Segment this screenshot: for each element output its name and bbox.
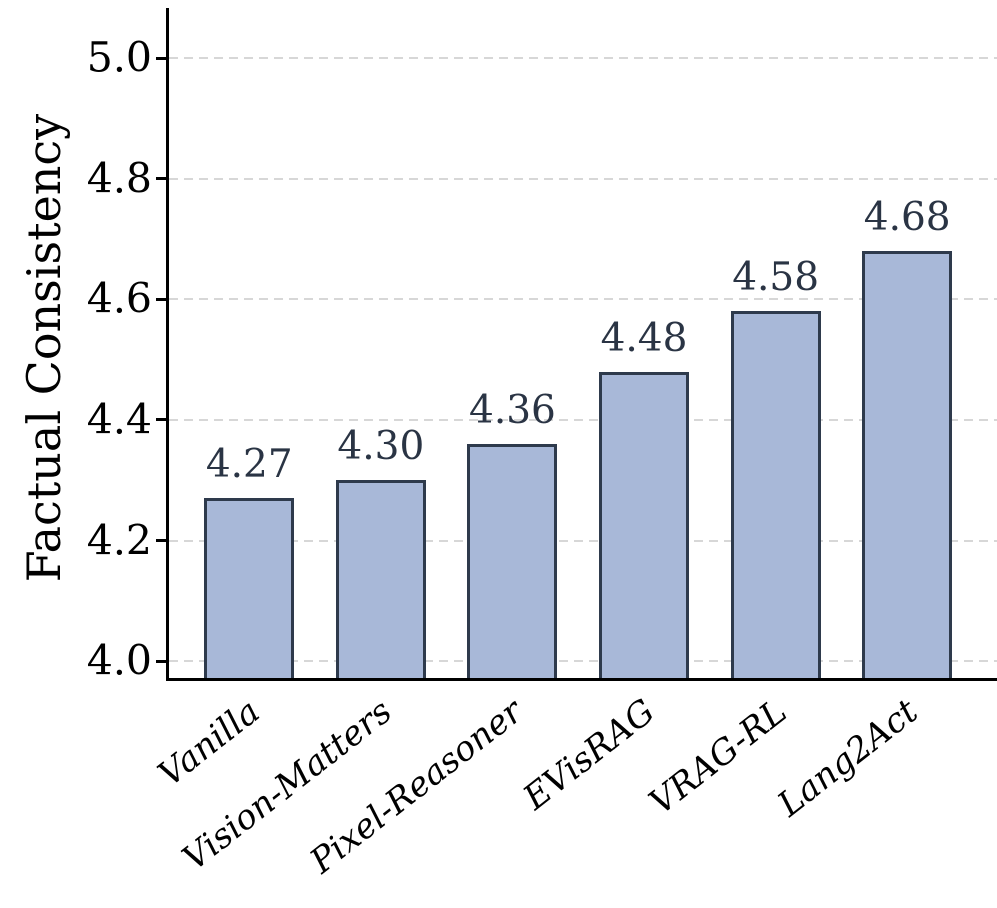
gridline-y-5.0 bbox=[169, 57, 997, 60]
gridline-y-4.0 bbox=[169, 660, 997, 663]
x-axis-labels: Vanilla Vision-Matters Pixel-Reasoner EVisR… bbox=[151, 689, 995, 908]
y-tick-label-4.4: 4.4 bbox=[86, 395, 152, 444]
bar-vrag-rl bbox=[730, 311, 821, 678]
x-tick-label-vanilla: Vanilla bbox=[151, 691, 268, 795]
gridline-y-4.6 bbox=[169, 298, 997, 301]
y-tick-mark bbox=[156, 659, 166, 663]
bar-value-label-4.58: 4.58 bbox=[732, 255, 820, 301]
y-tick-mark bbox=[156, 297, 166, 301]
y-tick-mark bbox=[156, 539, 166, 542]
y-tick-label-4.2: 4.2 bbox=[86, 516, 152, 564]
gridline-y-4.4 bbox=[169, 418, 997, 421]
y-tick-mark bbox=[156, 56, 166, 60]
bar-vision-matters bbox=[335, 480, 426, 678]
gridline-y-4.2 bbox=[169, 539, 997, 542]
y-tick-mark bbox=[156, 177, 166, 181]
bar-value-label-4.27: 4.27 bbox=[205, 442, 293, 488]
plot-area: 4.0 4.2 4.4 4.6 4.8 5.0 4.27 4.30 4.36 4.48 4.58 4.… bbox=[87, 8, 997, 681]
bar-value-label-4.36: 4.36 bbox=[469, 388, 556, 434]
bar-value-label-4.30: 4.30 bbox=[337, 424, 425, 470]
bar-evisrag bbox=[599, 371, 690, 678]
bar-value-label-4.48: 4.48 bbox=[600, 315, 688, 361]
y-axis-label: Factual Consistency bbox=[17, 113, 71, 583]
y-tick-label-4.8: 4.8 bbox=[86, 154, 152, 203]
bar-pixel-reasoner bbox=[467, 444, 558, 678]
bar-value-label-4.68: 4.68 bbox=[863, 195, 951, 241]
bar-lang2act bbox=[862, 251, 953, 678]
y-tick-label-4.6: 4.6 bbox=[86, 274, 152, 323]
y-tick-mark bbox=[156, 418, 166, 422]
y-tick-label-5.0: 5.0 bbox=[86, 33, 152, 82]
bar-vanilla bbox=[204, 498, 295, 678]
gridline-y-4.8 bbox=[169, 177, 997, 180]
y-tick-label-4.0: 4.0 bbox=[86, 636, 152, 685]
